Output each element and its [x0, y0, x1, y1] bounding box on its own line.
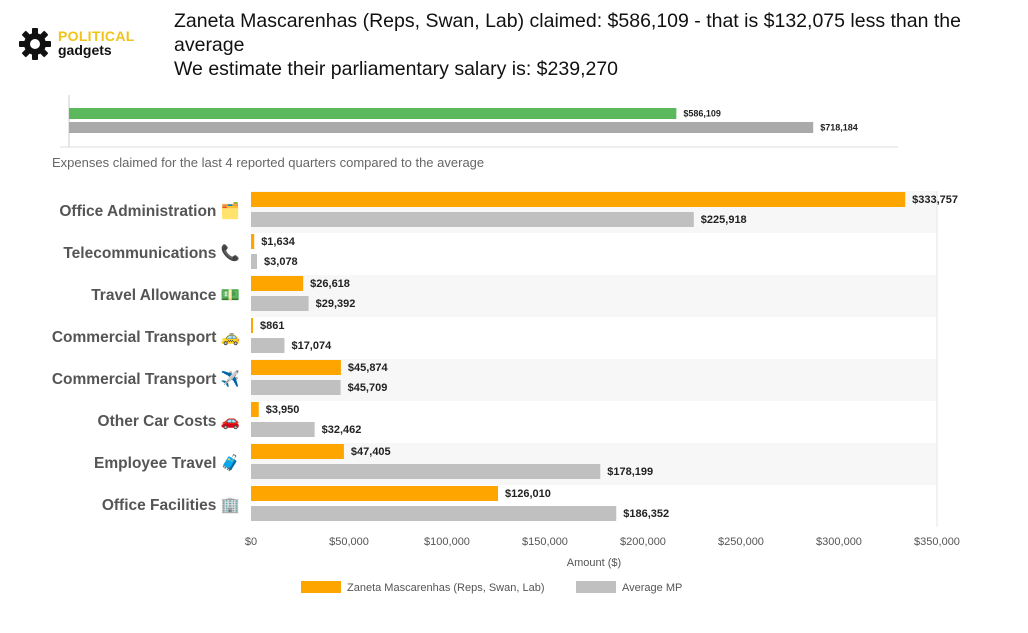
expenses-bar-chart: Expenses claimed for the last 4 reported… — [52, 155, 960, 594]
bar-average — [251, 464, 601, 479]
headline-line-1: Zaneta Mascarenhas (Reps, Swan, Lab) cla… — [174, 10, 961, 32]
category-label: Commercial Transport ✈️ — [52, 369, 240, 388]
category-label: Commercial Transport 🚕 — [52, 329, 240, 346]
bar-average — [251, 254, 258, 269]
headline-line-2: average — [174, 34, 245, 56]
data-label-claimed: $47,405 — [351, 446, 391, 458]
bar-average — [251, 380, 341, 395]
data-label-average: $186,352 — [623, 508, 669, 520]
data-label-claimed: $26,618 — [310, 278, 350, 290]
x-tick-label: $100,000 — [424, 536, 470, 548]
summary-bar — [69, 108, 677, 119]
data-label-claimed: $333,757 — [912, 194, 958, 206]
x-tick-label: $350,000 — [914, 536, 960, 548]
data-label-claimed: $3,950 — [266, 404, 300, 416]
category-label: Office Administration 🗂️ — [59, 201, 240, 220]
legend-label-claimed[interactable]: Zaneta Mascarenhas (Reps, Swan, Lab) — [347, 582, 545, 594]
bar-claimed — [251, 192, 906, 207]
x-tick-label: $200,000 — [620, 536, 666, 548]
summary-bar-chart: $586,109 $718,184 — [60, 95, 898, 148]
data-label-average: $17,074 — [291, 340, 332, 352]
x-tick-label: $250,000 — [718, 536, 764, 548]
legend-label-average[interactable]: Average MP — [622, 582, 682, 594]
gear-icon — [19, 28, 51, 60]
summary-data-label: $718,184 — [820, 123, 858, 133]
x-axis-label: Amount ($) — [567, 557, 621, 569]
data-label-average: $29,392 — [316, 298, 356, 310]
bar-average — [251, 506, 617, 521]
data-label-average: $32,462 — [322, 424, 362, 436]
chart-title: Expenses claimed for the last 4 reported… — [52, 155, 484, 170]
data-label-average: $178,199 — [607, 466, 653, 478]
bar-claimed — [251, 360, 341, 375]
category-label: Office Facilities 🏢 — [102, 497, 240, 514]
x-tick-label: $50,000 — [329, 536, 369, 548]
data-label-claimed: $45,874 — [348, 362, 389, 374]
category-label: Travel Allowance 💵 — [91, 287, 240, 304]
x-tick-label: $150,000 — [522, 536, 568, 548]
data-label-claimed: $1,634 — [261, 236, 296, 248]
category-label: Employee Travel 🧳 — [94, 453, 240, 472]
bar-claimed — [251, 402, 259, 417]
bar-claimed — [251, 444, 344, 459]
summary-data-label: $586,109 — [683, 109, 721, 119]
bar-average — [251, 338, 285, 353]
x-tick-label: $300,000 — [816, 536, 862, 548]
bar-average — [251, 296, 309, 311]
bar-average — [251, 212, 694, 227]
category-label: Telecommunications 📞 — [63, 242, 240, 262]
bar-claimed — [251, 234, 255, 249]
data-label-claimed: $126,010 — [505, 488, 551, 500]
bar-claimed — [251, 486, 498, 501]
bar-claimed — [251, 276, 304, 291]
summary-bar — [69, 122, 814, 133]
brand-name-bottom: gadgets — [58, 42, 112, 58]
category-label: Other Car Costs 🚗 — [98, 413, 240, 430]
bar-claimed — [251, 318, 253, 333]
data-label-average: $45,709 — [348, 382, 388, 394]
brand-name-top: POLITICAL — [58, 28, 135, 44]
brand-logo[interactable]: POLITICAL gadgets — [18, 27, 158, 67]
headline-line-3: We estimate their parliamentary salary i… — [174, 58, 619, 80]
page-headline: Zaneta Mascarenhas (Reps, Swan, Lab) cla… — [174, 9, 1014, 81]
row-band — [251, 359, 937, 401]
legend-swatch-average[interactable] — [576, 581, 616, 593]
data-label-claimed: $861 — [260, 320, 284, 332]
bar-average — [251, 422, 315, 437]
data-label-average: $3,078 — [264, 256, 298, 268]
x-tick-label: $0 — [245, 536, 257, 548]
row-band — [251, 275, 937, 317]
data-label-average: $225,918 — [701, 214, 747, 226]
legend-swatch-claimed[interactable] — [301, 581, 341, 593]
